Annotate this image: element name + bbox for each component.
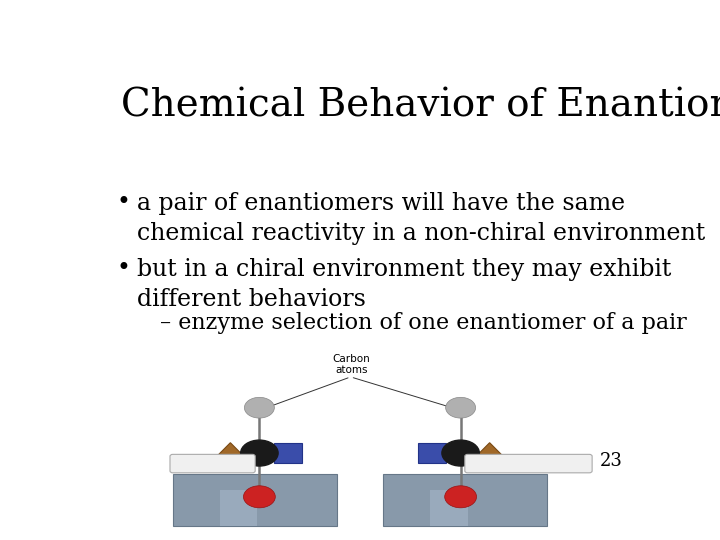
Text: Carbon
atoms: Carbon atoms xyxy=(333,354,371,375)
FancyBboxPatch shape xyxy=(465,454,592,473)
FancyBboxPatch shape xyxy=(274,443,302,463)
Circle shape xyxy=(244,397,274,418)
FancyBboxPatch shape xyxy=(418,443,446,463)
Text: •: • xyxy=(117,256,130,280)
Circle shape xyxy=(243,486,275,508)
Text: but in a chiral environment they may exhibit
different behaviors: but in a chiral environment they may exh… xyxy=(138,258,672,312)
Text: 23: 23 xyxy=(600,452,623,470)
Text: •: • xyxy=(117,190,130,213)
FancyBboxPatch shape xyxy=(170,454,255,473)
Text: Chemical Behavior of Enantiomers: Chemical Behavior of Enantiomers xyxy=(121,87,720,125)
Text: a pair of enantiomers will have the same
chemical reactivity in a non-chiral env: a pair of enantiomers will have the same… xyxy=(138,192,706,245)
FancyBboxPatch shape xyxy=(173,474,337,526)
Text: Enantiomer does not fit.: Enantiomer does not fit. xyxy=(469,458,588,469)
Text: – enzyme selection of one enantiomer of a pair: – enzyme selection of one enantiomer of … xyxy=(160,312,686,334)
FancyBboxPatch shape xyxy=(220,490,257,526)
FancyBboxPatch shape xyxy=(431,490,468,526)
Text: Template fits.: Template fits. xyxy=(180,458,246,469)
Circle shape xyxy=(445,486,477,508)
Polygon shape xyxy=(469,443,510,463)
Polygon shape xyxy=(210,443,251,463)
Circle shape xyxy=(442,440,480,466)
Circle shape xyxy=(446,397,476,418)
Circle shape xyxy=(240,440,278,466)
FancyBboxPatch shape xyxy=(384,474,547,526)
